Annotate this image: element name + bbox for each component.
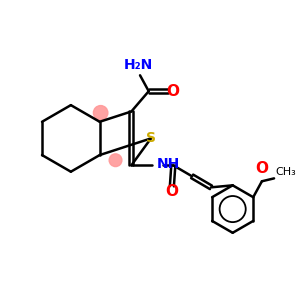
Text: H₂N: H₂N: [124, 58, 153, 72]
Text: CH₃: CH₃: [275, 167, 296, 177]
Text: O: O: [255, 161, 268, 176]
Circle shape: [93, 106, 108, 120]
Text: O: O: [166, 84, 179, 99]
Text: NH: NH: [157, 158, 180, 172]
Text: O: O: [165, 184, 178, 199]
Circle shape: [109, 154, 122, 167]
Text: S: S: [146, 131, 156, 146]
